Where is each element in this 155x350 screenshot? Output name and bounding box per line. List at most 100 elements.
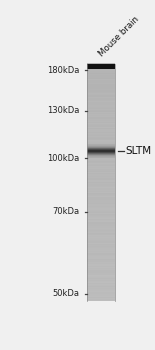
Bar	[87, 79, 115, 80]
Bar	[87, 196, 115, 197]
Bar	[87, 153, 115, 154]
Bar	[87, 148, 115, 149]
Bar	[87, 249, 115, 250]
Bar	[87, 152, 115, 153]
Bar	[87, 64, 115, 70]
Bar	[87, 110, 115, 111]
Bar	[87, 157, 115, 158]
Bar	[87, 82, 115, 83]
Bar	[87, 204, 115, 205]
Bar	[87, 154, 115, 155]
Bar	[87, 274, 115, 275]
Bar	[87, 239, 115, 240]
Bar	[87, 123, 115, 124]
Bar	[87, 288, 115, 289]
Bar	[87, 148, 115, 149]
Bar	[87, 118, 115, 119]
Bar	[87, 157, 115, 158]
Bar	[87, 96, 115, 97]
Bar	[87, 155, 115, 156]
Bar	[87, 285, 115, 286]
Bar	[87, 287, 115, 288]
Bar	[87, 270, 115, 271]
Bar	[87, 142, 115, 144]
Bar	[87, 231, 115, 232]
Bar	[87, 138, 115, 139]
Bar	[87, 89, 115, 90]
Bar	[87, 109, 115, 110]
Bar	[87, 108, 115, 110]
Bar	[87, 226, 115, 227]
Bar	[87, 70, 115, 71]
Bar	[87, 165, 115, 166]
Bar	[87, 147, 115, 148]
Bar	[87, 225, 115, 226]
Bar	[87, 234, 115, 236]
Bar	[87, 142, 115, 143]
Bar	[87, 163, 115, 164]
Bar	[87, 298, 115, 299]
Bar	[87, 200, 115, 201]
Bar	[87, 83, 115, 84]
Bar	[87, 204, 115, 205]
Bar	[87, 223, 115, 224]
Bar	[87, 135, 115, 137]
Bar	[87, 139, 115, 140]
Bar	[87, 145, 115, 146]
Bar	[87, 154, 115, 155]
Bar	[87, 124, 115, 125]
Bar	[87, 174, 115, 175]
Bar	[87, 146, 115, 147]
Bar	[87, 76, 115, 77]
Bar	[87, 236, 115, 237]
Bar	[87, 78, 115, 79]
Bar	[87, 190, 115, 191]
Bar	[87, 166, 115, 167]
Bar	[87, 162, 115, 163]
Bar	[87, 174, 115, 175]
Bar	[87, 177, 115, 178]
Bar	[87, 279, 115, 280]
Bar	[87, 146, 115, 147]
Bar	[87, 210, 115, 211]
Bar	[87, 147, 115, 148]
Bar	[87, 228, 115, 229]
Bar	[87, 238, 115, 239]
Bar	[87, 141, 115, 142]
Bar	[87, 155, 115, 156]
Bar	[87, 198, 115, 199]
Bar	[87, 296, 115, 298]
Bar	[87, 117, 115, 118]
Bar	[87, 281, 115, 282]
Bar	[87, 156, 115, 157]
Text: 130kDa: 130kDa	[47, 106, 79, 115]
Bar	[87, 292, 115, 293]
Bar	[87, 92, 115, 93]
Bar	[87, 71, 115, 72]
Bar	[87, 152, 115, 153]
Bar	[87, 149, 115, 150]
Bar	[87, 232, 115, 233]
Bar	[87, 175, 115, 176]
Bar	[87, 106, 115, 107]
Bar	[87, 173, 115, 174]
Bar	[87, 105, 115, 106]
Bar	[87, 120, 115, 121]
Bar	[87, 283, 115, 284]
Bar	[87, 275, 115, 276]
Text: 70kDa: 70kDa	[52, 207, 79, 216]
Bar	[87, 150, 115, 151]
Bar	[87, 291, 115, 292]
Bar	[87, 90, 115, 91]
Bar	[87, 294, 115, 295]
Text: 180kDa: 180kDa	[47, 66, 79, 75]
Bar	[87, 145, 115, 146]
Bar	[87, 278, 115, 279]
Bar	[87, 135, 115, 136]
Bar	[87, 81, 115, 82]
Bar	[87, 147, 115, 148]
Bar	[87, 240, 115, 241]
Bar	[87, 75, 115, 76]
Bar	[87, 215, 115, 216]
Bar	[87, 229, 115, 230]
